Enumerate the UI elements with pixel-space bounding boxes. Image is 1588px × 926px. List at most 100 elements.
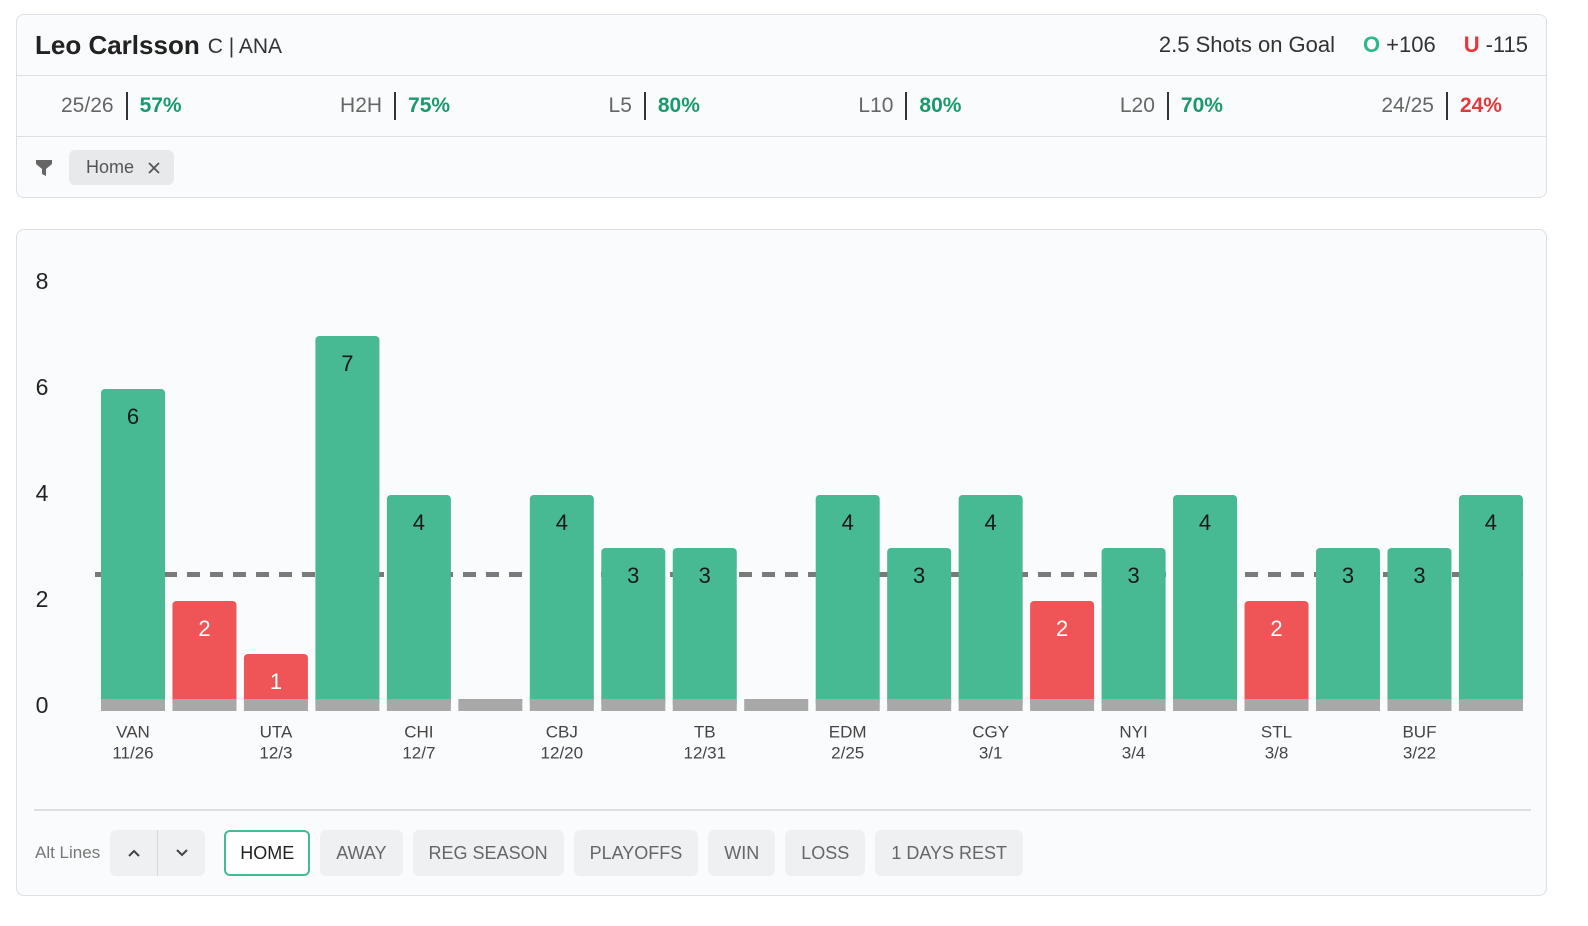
bar-value-label: 3 xyxy=(699,563,711,588)
x-tick-date: 3/8 xyxy=(1265,743,1289,762)
stat-divider xyxy=(125,92,128,120)
bar xyxy=(601,548,666,707)
stat-group: H2H 75% xyxy=(340,92,450,120)
stat-value: 57% xyxy=(139,94,182,117)
bar-base xyxy=(958,699,1023,711)
split-chip[interactable]: REG SEASON xyxy=(412,830,564,876)
filter-row: Home xyxy=(17,137,1546,198)
line-down-button[interactable] xyxy=(158,830,205,876)
bar-base xyxy=(744,699,809,711)
x-tick-date: 12/3 xyxy=(259,743,292,762)
bar-value-label: 3 xyxy=(1342,563,1354,588)
bar-value-label: 3 xyxy=(1413,563,1425,588)
bar-value-label: 4 xyxy=(1485,510,1497,535)
stat-value: 75% xyxy=(408,94,451,117)
filter-chip-label: Home xyxy=(86,157,135,177)
bar-value-label: 1 xyxy=(270,669,282,694)
bar-base xyxy=(315,699,380,711)
bar-base xyxy=(1101,699,1166,711)
bar xyxy=(243,654,308,707)
bar-value-label: 2 xyxy=(198,616,210,641)
y-tick-label: 8 xyxy=(36,268,49,294)
filter-chip[interactable]: Home xyxy=(69,150,175,185)
bar xyxy=(672,548,737,707)
stat-value: 80% xyxy=(919,94,962,117)
bar-value-label: 4 xyxy=(556,510,568,535)
alt-lines-label: Alt Lines xyxy=(35,843,101,862)
stats-row: 25/26 57% H2H 75% L5 80% L10 80% L20 70% 24/25 24% xyxy=(17,76,1546,137)
stat-group: L5 80% xyxy=(609,92,700,120)
bar-value-label: 2 xyxy=(1270,616,1282,641)
x-tick-date: 3/1 xyxy=(979,743,1003,762)
bar-value-label: 4 xyxy=(985,510,997,535)
under-odds[interactable]: -115 xyxy=(1485,32,1528,57)
split-chip[interactable]: WIN xyxy=(708,830,776,876)
bar xyxy=(386,495,451,707)
bar-base xyxy=(1030,699,1095,711)
y-tick-label: 0 xyxy=(36,692,49,718)
x-tick-label: STL xyxy=(1261,722,1292,741)
bar xyxy=(1244,601,1309,707)
split-chips: HOME AWAY REG SEASON PLAYOFFS WIN LOSS 1 DAYS … xyxy=(224,830,1024,876)
stat-divider xyxy=(1166,92,1169,120)
bar xyxy=(815,495,880,707)
bar xyxy=(172,601,237,707)
x-tick-label: UTA xyxy=(260,722,293,741)
filter-icon[interactable] xyxy=(35,158,53,178)
bar-value-label: 3 xyxy=(627,563,639,588)
stat-group: L10 80% xyxy=(858,92,961,120)
over-odds[interactable]: +106 xyxy=(1386,32,1436,57)
bar-base xyxy=(1244,699,1309,711)
bar xyxy=(958,495,1023,707)
bar-value-label: 4 xyxy=(413,510,425,535)
stat-group: 25/26 57% xyxy=(61,92,182,120)
split-chip[interactable]: LOSS xyxy=(785,830,866,876)
x-tick-date: 12/7 xyxy=(402,743,435,762)
bar xyxy=(1458,495,1523,707)
stat-divider xyxy=(905,92,908,120)
bar xyxy=(1030,601,1095,707)
player-position: C | ANA xyxy=(207,34,283,58)
bar-base xyxy=(458,699,523,711)
bar-value-label: 7 xyxy=(341,351,353,376)
x-tick-label: CGY xyxy=(972,722,1009,741)
bar-value-label: 4 xyxy=(1199,510,1211,535)
stat-divider xyxy=(394,92,397,120)
stat-group: L20 70% xyxy=(1120,92,1223,120)
bar xyxy=(315,336,380,707)
bar-base xyxy=(243,699,308,711)
remove-icon[interactable] xyxy=(148,161,160,174)
line-up-button[interactable] xyxy=(110,830,159,876)
prop-line: 2.5 Shots on Goal xyxy=(1158,32,1336,57)
bar-base xyxy=(386,699,451,711)
stat-label: 25/26 xyxy=(61,94,114,117)
bar-base xyxy=(1387,699,1452,711)
y-tick-label: 2 xyxy=(36,586,49,612)
stat-group: 24/25 24% xyxy=(1381,92,1502,120)
split-chip[interactable]: HOME xyxy=(224,830,311,876)
header-card: Leo Carlsson C | ANA 2.5 Shots on Goal O… xyxy=(16,14,1547,198)
stat-label: L10 xyxy=(858,94,894,117)
x-tick-label: VAN xyxy=(116,722,150,741)
bar-value-label: 6 xyxy=(127,404,139,429)
header-row: Leo Carlsson C | ANA 2.5 Shots on Goal O… xyxy=(17,15,1546,76)
bar xyxy=(529,495,594,707)
split-chip[interactable]: AWAY xyxy=(320,830,403,876)
x-tick-date: 12/20 xyxy=(541,743,584,762)
x-tick-date: 3/4 xyxy=(1122,743,1146,762)
chart-card xyxy=(16,229,1547,896)
split-chip[interactable]: PLAYOFFS xyxy=(573,830,699,876)
split-chip[interactable]: 1 DAYS REST xyxy=(875,830,1024,876)
bar xyxy=(1315,548,1380,707)
stat-label: 24/25 xyxy=(1381,94,1434,117)
stat-value: 70% xyxy=(1180,94,1223,117)
bar-base xyxy=(887,699,952,711)
over-label: O xyxy=(1363,32,1381,57)
bar-value-label: 3 xyxy=(913,563,925,588)
bar-value-label: 3 xyxy=(1127,563,1139,588)
stat-divider xyxy=(643,92,646,120)
stat-label: L20 xyxy=(1119,94,1155,117)
x-tick-label: CBJ xyxy=(546,722,578,741)
